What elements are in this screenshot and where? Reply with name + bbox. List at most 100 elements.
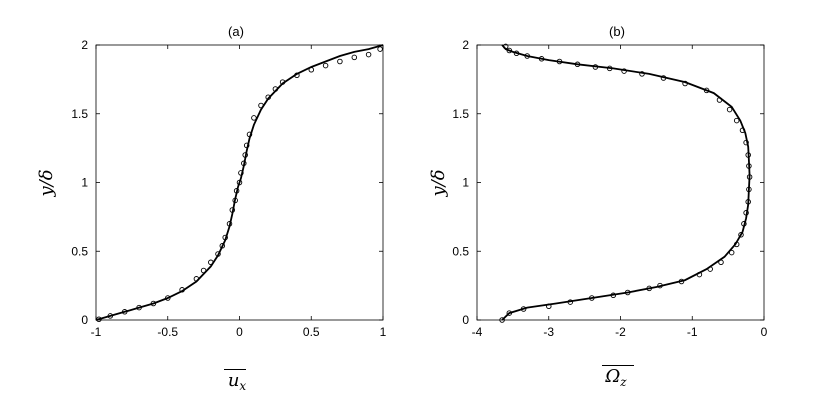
panel-a-circle-point-19 [241, 160, 247, 167]
panel-a-circle-point-33 [365, 51, 372, 58]
panel-a-circle-point-23 [251, 115, 257, 121]
panel-b-circle-point-42 [502, 43, 509, 50]
panel-b-xtick-label-0: -4 [472, 325, 483, 339]
panel-b-circle-point-0 [499, 317, 505, 323]
panel-a-circle-point-15 [232, 197, 238, 204]
panel-b-circle-point-24 [743, 139, 749, 146]
panel-b-circle-point-11 [696, 271, 703, 278]
panel-b-circle-point-37 [556, 58, 563, 65]
panel-a: (a) -1 -0.5 0 0.5 1 0 0.5 1 1.5 2 ux y/δ [36, 24, 387, 393]
panel-b-circle-point-13 [718, 259, 724, 266]
panel-b-circle-point-31 [660, 75, 667, 81]
panel-b-circle-point-33 [621, 68, 627, 74]
panel-a-circle-point-14 [229, 207, 236, 213]
panel-a-circle-point-27 [279, 79, 286, 85]
panel-b-circle-point-2 [520, 306, 527, 312]
panel-b-circle-point-29 [703, 87, 710, 94]
panel-b-circle-point-18 [743, 210, 749, 216]
panel-b-circle-point-25 [739, 127, 746, 134]
panel-b-ytick-label-3: 1.5 [452, 107, 469, 121]
panel-b-xtick-label-1: -3 [543, 325, 554, 339]
panel-a-title: (a) [228, 24, 244, 39]
panel-b-circle-point-40 [513, 50, 520, 57]
panel-a-xlabel-text: ux [228, 370, 247, 393]
panel-a-circle-point-3 [136, 304, 142, 311]
panel-b-circle-point-27 [726, 106, 733, 113]
panel-a-circle-point-31 [337, 58, 343, 65]
panel-b-line-series [501, 44, 751, 321]
panel-b-ylabel: y/δ [428, 169, 449, 197]
panel-a-circle-point-25 [265, 94, 271, 100]
panel-b-circle-point-7 [624, 289, 631, 296]
panel-a-circle-point-24 [258, 102, 264, 109]
panel-a-circle-point-0 [96, 316, 102, 323]
panel-a-xtick-label-4: 1 [380, 325, 387, 339]
panel-a-ytick-label-1: 0.5 [71, 244, 88, 258]
panel-a-circle-point-10 [215, 251, 221, 257]
panel-b-circle-point-39 [524, 53, 530, 59]
panel-b-xlabel-text: Ωz [604, 366, 627, 389]
panel-a-ytick-label-4: 2 [81, 38, 88, 52]
panel-b-circle-point-10 [678, 278, 685, 285]
panel-b-circle-point-21 [746, 174, 753, 180]
panel-a-ticks: -1 -0.5 0 0.5 1 0 0.5 1 1.5 2 [71, 38, 386, 339]
panel-a-circle-point-8 [200, 267, 207, 274]
panel-b-ytick-label-1: 0.5 [452, 244, 469, 258]
panel-a-marks [95, 44, 384, 323]
panel-a-line-series [95, 44, 384, 321]
panel-b-circle-point-12 [707, 266, 713, 272]
panel-b-circle-point-5 [589, 295, 595, 301]
panel-b: (b) -4 -3 -2 -1 0 0 0.5 1 1.5 2 Ωz y/δ [428, 24, 768, 389]
panel-a-circle-point-20 [242, 152, 248, 158]
panel-b-circle-point-35 [592, 64, 599, 70]
panel-a-circle-point-29 [308, 67, 315, 73]
panel-a-circle-point-2 [121, 309, 128, 315]
panel-a-xtick-label-3: 0.5 [303, 325, 320, 339]
panel-b-xtick-label-4: 0 [761, 325, 768, 339]
panel-b-ytick-label-0: 0 [462, 313, 469, 327]
panel-a-ytick-label-0: 0 [81, 313, 88, 327]
panel-b-circle-point-1 [506, 310, 513, 316]
panel-a-xtick-label-2: 0 [236, 325, 243, 339]
panel-a-circle-point-5 [165, 295, 171, 301]
panel-a-circle-point-32 [351, 54, 358, 61]
panel-b-circle-point-17 [741, 221, 747, 227]
panel-b-circle-point-38 [538, 56, 545, 62]
panel-a-circle-point-1 [107, 313, 114, 319]
panel-b-circle-point-6 [610, 292, 617, 299]
panel-b-circle-point-20 [746, 186, 752, 193]
panel-b-circle-point-36 [574, 61, 581, 68]
panel-b-circle-point-9 [657, 282, 663, 289]
panel-a-xtick-label-1: -0.5 [157, 325, 178, 339]
panel-b-circle-point-8 [646, 285, 652, 292]
panel-a-circle-point-13 [226, 221, 233, 227]
panel-a-circle-point-4 [150, 300, 157, 307]
panel-b-circle-point-30 [682, 80, 688, 87]
panel-b-circle-point-14 [728, 249, 735, 256]
panel-a-circle-point-17 [236, 179, 243, 186]
panel-a-circle-point-28 [294, 72, 300, 79]
panel-b-circle-point-41 [506, 47, 513, 54]
panel-a-circle-point-30 [322, 62, 329, 69]
panel-a-circle-point-18 [238, 170, 244, 176]
panel-a-xtick-label-0: -1 [91, 325, 102, 339]
panel-b-circle-point-19 [745, 199, 751, 205]
panel-a-circle-point-12 [222, 234, 228, 241]
panel-a-ytick-label-2: 1 [81, 176, 88, 190]
panel-b-xtick-label-2: -2 [615, 325, 626, 339]
panel-b-circle-point-16 [738, 232, 744, 238]
panel-a-circle-point-26 [272, 86, 279, 92]
panel-b-circle-point-34 [606, 65, 613, 72]
panel-a-ytick-label-3: 1.5 [71, 107, 88, 121]
panel-b-ytick-label-4: 2 [462, 38, 469, 52]
panel-a-circle-point-16 [233, 188, 240, 194]
panel-b-circle-point-15 [733, 241, 740, 248]
panel-b-title: (b) [609, 24, 625, 39]
panel-b-ytick-label-2: 1 [462, 176, 469, 190]
panel-a-circle-point-22 [246, 131, 253, 138]
panel-b-circle-point-3 [546, 303, 552, 310]
panel-b-xlabel: Ωz [602, 365, 634, 389]
panel-b-circle-point-23 [745, 152, 751, 158]
panel-b-circle-point-32 [639, 71, 645, 77]
